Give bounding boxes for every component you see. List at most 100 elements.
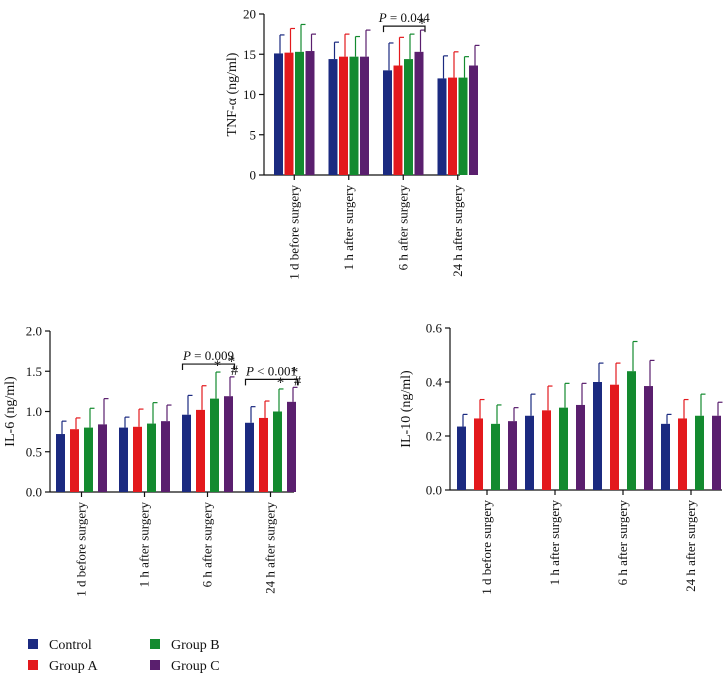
tnf-y-tick-label: 0 [250, 168, 257, 183]
il10-category-label: 1 d before surgery [479, 500, 494, 595]
il10-bar-group-b-0 [491, 423, 500, 490]
il6-y-tick-label: 2.0 [26, 324, 42, 339]
il6-bar-group-c-1 [161, 421, 170, 492]
tnf-chart: 0 5 10 15 20 TNF-α (ng/ml) 1 d before surgery 1… [225, 7, 480, 280]
il6-p-value-label-1: P < 0.001 [245, 363, 297, 378]
il10-chart: 0.0 0.2 0.4 0.6 IL-10 (ng/ml) 1 d before surg… [399, 321, 723, 595]
il6-significance-mark-2: * [214, 358, 222, 374]
tnf-significance-mark-1: * [418, 16, 426, 32]
tnf-bar-group-a-2 [393, 65, 403, 175]
il10-bar-group-c-0 [508, 421, 517, 490]
tnf-bar-group-c-3 [469, 65, 478, 175]
legend-swatch-control [28, 639, 38, 649]
il10-bar-group-c-1 [576, 404, 585, 490]
tnf-category-label: 1 d before surgery [286, 185, 301, 280]
il6-bar-group-c-3 [287, 401, 296, 492]
tnf-bar-group-a-3 [448, 77, 457, 175]
tnf-p-value-label-0: P = 0.044 [378, 10, 431, 25]
tnf-bar-group-b-0 [295, 51, 304, 175]
il10-bar-control-2 [593, 382, 602, 490]
tnf-category-label: 1 h after surgery [341, 185, 356, 271]
il6-bar-control-3 [245, 422, 254, 492]
legend-label-group-b: Group B [171, 638, 220, 653]
il10-category-label: 6 h after surgery [615, 500, 630, 586]
il6-y-tick-label: 1.0 [26, 404, 42, 419]
il10-bar-group-a-1 [542, 410, 551, 490]
il6-bar-group-c-0 [98, 424, 107, 492]
tnf-significance-bracket-0 [382, 25, 426, 33]
il6-category-label: 24 h after surgery [263, 502, 278, 594]
il6-bar-control-2 [182, 414, 191, 492]
il10-y-tick-label: 0.0 [426, 483, 442, 498]
il10-y-tick-label: 0.2 [426, 429, 442, 444]
tnf-bar-control-0 [274, 53, 283, 175]
il6-bar-group-b-3 [273, 411, 282, 492]
tnf-y-tick-label: 20 [243, 7, 256, 22]
il6-y-tick-label: 0.0 [26, 485, 42, 500]
tnf-y-tick-label: 10 [243, 87, 256, 102]
tnf-category-label: 24 h after surgery [450, 185, 465, 277]
il6-category-label: 1 d before surgery [74, 502, 89, 597]
il10-category-label: 1 h after surgery [547, 500, 562, 586]
il6-bar-control-1 [119, 427, 128, 492]
tnf-y-tick-label: 5 [250, 127, 257, 142]
tnf-bar-control-2 [383, 70, 392, 175]
il10-bar-group-b-1 [559, 407, 568, 490]
legend-swatch-group-b [150, 639, 160, 649]
il6-chart: 0.0 0.5 1.0 1.5 2.0 IL-6 (ng/ml) 1 d before su… [3, 324, 302, 597]
legend-label-group-c: Group C [171, 659, 220, 674]
il6-bar-group-b-2 [210, 398, 219, 492]
il10-bar-control-3 [661, 423, 670, 490]
il6-p-value-label-0: P = 0.009 [182, 348, 234, 363]
legend-label-group-a: Group A [49, 659, 99, 674]
il6-category-label: 6 h after surgery [200, 502, 215, 588]
il6-bar-group-b-1 [147, 423, 156, 492]
il10-bar-group-a-2 [610, 384, 619, 490]
legend-label-control: Control [49, 638, 92, 653]
il6-bar-control-0 [56, 434, 65, 492]
il10-category-label: 24 h after surgery [683, 500, 698, 592]
tnf-bar-group-b-2 [404, 59, 413, 175]
il6-y-axis-label: IL-6 (ng/ml) [3, 376, 18, 447]
il6-significance-mark-4: * [277, 375, 285, 391]
il6-bar-group-b-0 [84, 427, 93, 492]
il6-bar-group-c-2 [224, 396, 233, 492]
il6-y-tick-label: 0.5 [26, 444, 42, 459]
il10-y-axis-label: IL-10 (ng/ml) [399, 370, 414, 448]
il6-significance-bracket-0 [181, 363, 236, 371]
tnf-bar-group-b-1 [349, 56, 359, 175]
il10-bar-group-a-0 [474, 418, 483, 490]
il10-bar-group-b-3 [695, 415, 704, 490]
legend: Control Group A Group B Group C [28, 638, 220, 674]
il10-bar-group-c-2 [644, 386, 653, 490]
tnf-bar-control-3 [437, 78, 447, 175]
tnf-bar-group-c-0 [305, 51, 315, 175]
il10-y-tick-label: 0.4 [426, 375, 443, 390]
tnf-bar-group-c-1 [360, 56, 369, 175]
il6-significance-mark-3: * # [228, 354, 239, 379]
tnf-bar-control-1 [328, 59, 338, 175]
il10-bar-group-b-2 [627, 371, 636, 490]
il6-significance-mark-5: * # [291, 364, 302, 389]
tnf-category-label: 6 h after surgery [395, 185, 410, 271]
tnf-y-tick-label: 15 [243, 47, 256, 62]
il10-bar-control-1 [525, 415, 534, 490]
tnf-bar-group-a-0 [284, 52, 294, 175]
il10-bar-group-a-3 [678, 418, 687, 490]
il6-bar-group-a-0 [70, 429, 79, 492]
il6-bar-group-a-3 [259, 417, 268, 492]
il6-significance-bracket-1 [244, 378, 299, 386]
tnf-bar-group-a-1 [339, 56, 348, 175]
il6-bar-group-a-1 [133, 426, 142, 492]
il10-bar-control-0 [457, 426, 466, 490]
tnf-bar-group-b-3 [458, 77, 468, 175]
tnf-y-axis-label: TNF-α (ng/ml) [225, 52, 240, 136]
il6-y-tick-label: 1.5 [26, 364, 42, 379]
il10-y-tick-label: 0.6 [426, 321, 443, 336]
il6-bar-group-a-2 [196, 409, 205, 492]
il10-bar-group-c-3 [712, 415, 721, 490]
il6-category-label: 1 h after surgery [137, 502, 152, 588]
legend-swatch-group-c [150, 660, 160, 670]
